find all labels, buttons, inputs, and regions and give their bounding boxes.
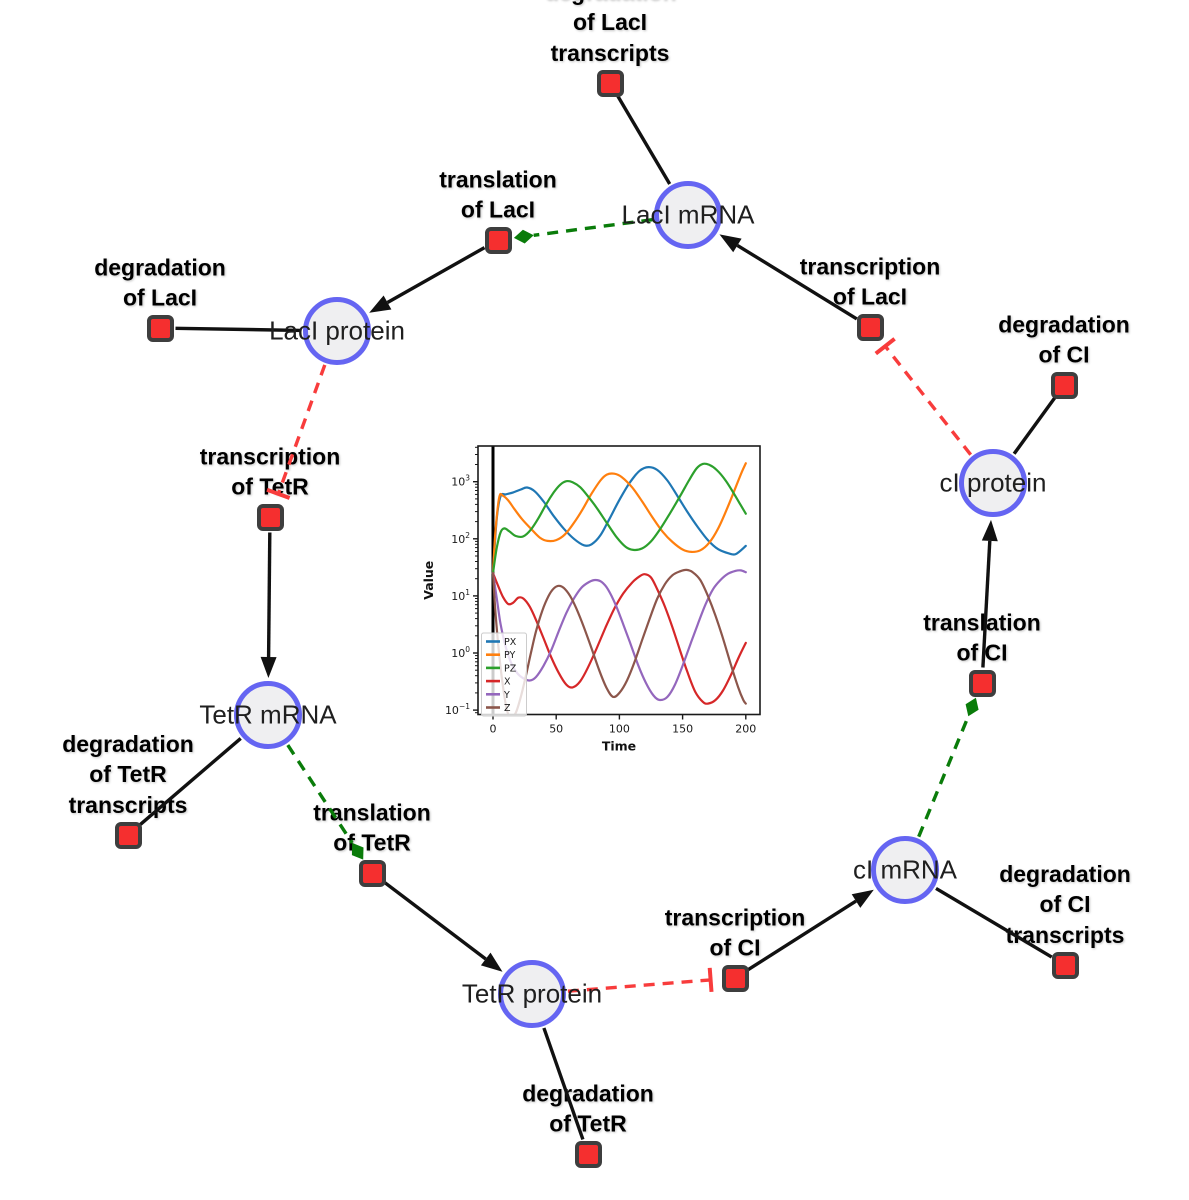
edge-transl_laci-laci_protein-production	[369, 246, 486, 313]
reaction-node-deg_ci	[1050, 371, 1078, 399]
species-label-laci_protein: LacI protein	[269, 315, 405, 346]
edge-transl_ci-ci_protein-production	[981, 519, 998, 668]
edge-tetr_protein-txn_ci-inhibition	[567, 967, 714, 993]
species-node-laci_protein	[303, 297, 371, 365]
series-PZ	[491, 462, 747, 575]
legend-entry-Z: Z	[504, 703, 511, 714]
x-tick-label: 200	[735, 723, 756, 736]
legend-entry-PY: PY	[504, 650, 516, 661]
edge-txn_ci-ci_mrna-production	[747, 889, 874, 972]
x-tick-label: 100	[609, 723, 630, 736]
reaction-label-deg_tetr_tx: degradation of TetR transcripts	[62, 730, 194, 818]
reaction-label-deg_ci: degradation of CI	[998, 311, 1130, 368]
y-tick-label: 10−1	[445, 702, 470, 717]
edge-ci_mrna-deg_ci_tx-consumption	[935, 886, 1053, 959]
reaction-node-txn_laci	[856, 313, 884, 341]
plot-area	[491, 446, 747, 715]
reaction-label-transl_tetr: translation of TetR	[313, 799, 431, 856]
reaction-node-deg_tetr	[574, 1140, 602, 1168]
y-axis-label: Value	[421, 561, 436, 600]
y-tick-label: 100	[451, 645, 470, 660]
edge-ci_mrna-transl_ci-modifier	[917, 697, 979, 838]
series-Y	[491, 569, 747, 702]
reaction-label-txn_ci: transcription of CI	[664, 904, 806, 961]
species-label-ci_protein: cI protein	[939, 467, 1047, 498]
species-node-laci_mrna	[654, 181, 722, 249]
species-label-laci_mrna: LacI mRNA	[621, 199, 755, 230]
edge-txn_laci-laci_mrna-production	[719, 234, 858, 321]
legend-entry-PX: PX	[504, 637, 517, 648]
species-node-tetr_protein	[498, 960, 566, 1028]
x-tick-label: 0	[490, 723, 497, 736]
x-tick-label: 150	[672, 723, 693, 736]
edge-laci_protein-deg_laci-consumption	[175, 326, 302, 333]
reaction-node-txn_ci	[721, 964, 749, 992]
series-PY	[491, 462, 747, 575]
reaction-label-transl_laci: translation of LacI	[439, 166, 557, 223]
species-node-ci_mrna	[871, 836, 939, 904]
inset-plot: 0 50 100 150 20010−1100101102103TimeValuePXP…	[421, 445, 761, 754]
edge-ci_protein-txn_laci-inhibition	[874, 337, 973, 456]
reaction-label-transl_ci: translation of CI	[923, 609, 1041, 666]
series-X	[491, 572, 747, 705]
legend-entry-Y: Y	[503, 690, 510, 701]
edge-ci_protein-deg_ci-consumption	[1012, 396, 1057, 455]
series-Z	[491, 568, 747, 715]
legend-entry-X: X	[504, 677, 511, 688]
series-PX	[491, 465, 747, 575]
edge-tetr_protein-deg_tetr-consumption	[542, 1027, 585, 1140]
species-label-tetr_mrna: TetR mRNA	[199, 699, 337, 730]
reaction-label-txn_laci: transcription of LacI	[799, 253, 941, 310]
species-node-tetr_mrna	[234, 681, 302, 749]
y-tick-label: 103	[451, 474, 470, 489]
reaction-node-transl_tetr	[358, 859, 386, 887]
reaction-label-deg_tetr: degradation of TetR	[522, 1080, 654, 1137]
edge-laci_protein-txn_tetr-inhibition	[266, 364, 327, 500]
y-tick-label: 102	[451, 531, 470, 546]
reaction-node-deg_tetr_tx	[114, 821, 142, 849]
legend-entry-PZ: PZ	[504, 663, 517, 674]
y-tick-label: 101	[451, 588, 470, 603]
species-label-ci_mrna: cI mRNA	[853, 854, 957, 885]
axis-ticks: 0 50 100 150 200 10−1 100 101 102 103	[445, 446, 756, 736]
reaction-node-deg_laci_tx	[596, 69, 624, 97]
reaction-label-deg_laci_tx: degradation of LacI transcripts	[544, 0, 676, 66]
legend: PX PY PZ XYZ	[481, 632, 527, 717]
reaction-node-transl_laci	[484, 226, 512, 254]
species-node-ci_protein	[959, 449, 1027, 517]
edge-laci_mrna-deg_laci_tx-consumption	[616, 95, 672, 185]
reaction-node-txn_tetr	[256, 503, 284, 531]
reaction-node-deg_laci	[146, 314, 174, 342]
species-label-tetr_protein: TetR protein	[461, 978, 603, 1009]
reaction-node-deg_ci_tx	[1051, 951, 1079, 979]
x-axis-label: Time	[602, 739, 636, 754]
reaction-label-deg_laci: degradation of LacI	[94, 254, 226, 311]
edge-transl_tetr-tetr_protein-production	[383, 880, 503, 972]
x-tick-label: 50	[549, 723, 563, 736]
reaction-label-txn_tetr: transcription of TetR	[199, 443, 341, 500]
edge-tetr_mrna-transl_tetr-modifier	[286, 744, 364, 860]
reaction-node-transl_ci	[968, 669, 996, 697]
edge-tetr_mrna-deg_tetr_tx-consumption	[138, 737, 242, 827]
edge-laci_mrna-transl_laci-modifier	[513, 218, 653, 244]
edge-txn_tetr-tetr_mrna-production	[260, 532, 277, 678]
